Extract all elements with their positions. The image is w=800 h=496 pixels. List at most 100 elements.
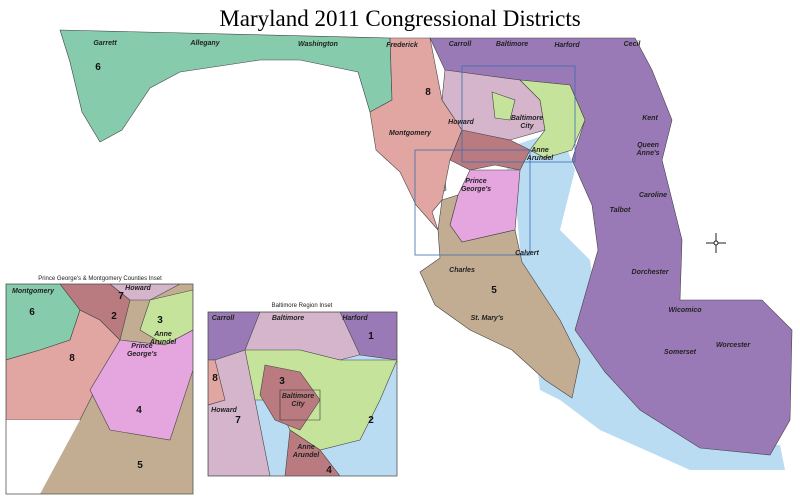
label-line: Kent [642, 115, 658, 122]
county-label: St. Mary's [471, 315, 504, 322]
label-line: Anne [296, 444, 315, 451]
district-label: 6 [29, 307, 35, 318]
label-line: Somerset [664, 349, 697, 356]
label-line: Anne [530, 147, 549, 154]
label-line: City [520, 123, 534, 130]
county-label: Howard [125, 285, 151, 292]
label-line: Arundel [292, 452, 321, 459]
district-label: 6 [95, 62, 101, 73]
county-label: Garrett [93, 40, 117, 47]
label-line: Carroll [212, 315, 236, 322]
county-label: Carroll [212, 315, 236, 322]
main-map [59, 29, 793, 470]
district-label: 8 [69, 353, 75, 364]
county-label: Frederick [386, 42, 419, 49]
label-line: Montgomery [389, 130, 432, 137]
compass [706, 233, 726, 253]
district-label: 7 [235, 415, 241, 426]
label-line: Dorchester [632, 269, 670, 276]
county-label: Baltimore [496, 41, 528, 48]
county-label: Harford [342, 315, 368, 322]
district-label: 2 [368, 415, 374, 426]
inset-prince-georges-montgomery [5, 283, 194, 495]
county-label: Prince George's [461, 178, 491, 193]
label-line: Baltimore [272, 315, 304, 322]
county-label: Washington [298, 41, 338, 48]
district-label: 8 [212, 373, 218, 384]
county-label: Baltimore [272, 315, 304, 322]
county-label: Talbot [610, 207, 631, 214]
label-line: Washington [298, 41, 338, 48]
county-label: Baltimore City [511, 115, 543, 130]
county-label: Anne Arundel [526, 147, 555, 162]
label-line: Anne [153, 331, 172, 338]
inset-baltimore [207, 311, 398, 477]
county-label: Cecil [624, 41, 642, 48]
county-label: Montgomery [389, 130, 432, 137]
label-line: Worcester [716, 342, 751, 349]
label-line: Garrett [93, 40, 117, 47]
county-label: Queen Anne's [635, 142, 659, 157]
label-line: Harford [342, 315, 368, 322]
label-line: Queen [637, 142, 659, 149]
inset-outline [461, 65, 576, 163]
label-line: Charles [449, 267, 475, 274]
district-label: 7 [118, 291, 124, 302]
county-label: Baltimore City [282, 393, 314, 408]
county-label: Dorchester [632, 269, 670, 276]
label-line: George's [127, 351, 157, 358]
inset-outline [414, 149, 531, 256]
district-label: 1 [368, 331, 374, 342]
county-label: Charles [449, 267, 475, 274]
county-label: Montgomery [12, 288, 55, 295]
county-label: Anne Arundel [292, 444, 321, 459]
county-label: Prince George's [127, 343, 157, 358]
county-label: Allegany [189, 40, 220, 47]
district-label: 5 [137, 460, 143, 471]
county-label: Howard [448, 119, 474, 126]
district-label: 2 [111, 311, 117, 322]
label-line: Baltimore [282, 393, 314, 400]
label-line: Howard [448, 119, 474, 126]
label-line: Harford [554, 42, 580, 49]
district-label: 4 [326, 465, 332, 476]
label-line: Wicomico [669, 307, 703, 314]
county-label: Caroline [639, 192, 667, 199]
label-line: Allegany [189, 40, 220, 47]
label-line: Prince [465, 178, 487, 185]
county-label: Howard [211, 407, 237, 414]
county-label: Carroll [449, 41, 473, 48]
inset-title: Prince George's & Montgomery Counties In… [38, 276, 162, 282]
label-line: St. Mary's [471, 315, 504, 322]
district-label: 5 [491, 285, 497, 296]
label-line: Baltimore [511, 115, 543, 122]
label-line: Arundel [149, 339, 178, 346]
label-line: George's [461, 186, 491, 193]
county-label: Wicomico [669, 307, 703, 314]
county-label: Calvert [515, 250, 539, 257]
county-label: Anne Arundel [149, 331, 178, 346]
label-line: Prince [131, 343, 153, 350]
district-label: 8 [425, 87, 431, 98]
label-line: Anne's [635, 150, 659, 157]
county-label: Somerset [664, 349, 697, 356]
county-label: Harford [554, 42, 580, 49]
label-line: Howard [211, 407, 237, 414]
label-line: Montgomery [12, 288, 55, 295]
label-line: Frederick [386, 42, 419, 49]
district-5 [419, 194, 581, 399]
label-line: Calvert [515, 250, 539, 257]
district-label: 3 [279, 376, 285, 387]
label-line: Talbot [610, 207, 631, 214]
label-line: Arundel [526, 155, 555, 162]
label-line: Caroline [639, 192, 667, 199]
county-label: Kent [642, 115, 658, 122]
label-line: Carroll [449, 41, 473, 48]
label-line: Cecil [624, 41, 642, 48]
label-line: Howard [125, 285, 151, 292]
district-label: 4 [136, 405, 142, 416]
county-label: Worcester [716, 342, 751, 349]
inset-title: Baltimore Region Inset [272, 303, 333, 309]
label-line: Baltimore [496, 41, 528, 48]
